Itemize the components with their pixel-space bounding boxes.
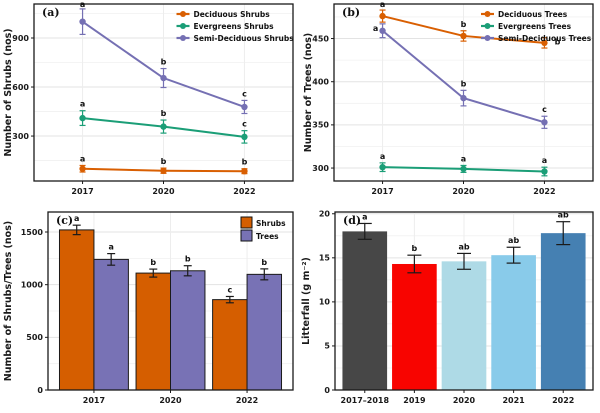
panel-d-chart: 0 5 10 15 20 2017–2018 2019 2020 2021 2022 Litterf…: [301, 210, 594, 405]
svg-text:Semi-Deciduous Trees: Semi-Deciduous Trees: [498, 34, 592, 43]
svg-text:Deciduous Shrubs: Deciduous Shrubs: [194, 10, 271, 19]
svg-text:0: 0: [37, 386, 43, 395]
svg-text:(d): (d): [343, 214, 361, 227]
svg-text:2017: 2017: [371, 187, 393, 196]
svg-text:c: c: [542, 105, 547, 114]
svg-text:2022: 2022: [533, 187, 555, 196]
svg-text:5: 5: [324, 342, 330, 351]
panel-b: 300 350 400 450 2017 2020 2022 Number of Trees …: [300, 0, 600, 207]
svg-text:a: a: [461, 154, 466, 163]
svg-text:Number of Trees (nos): Number of Trees (nos): [303, 33, 314, 152]
svg-text:c: c: [242, 120, 247, 129]
svg-text:2020: 2020: [159, 396, 182, 405]
svg-text:ab: ab: [508, 236, 519, 245]
svg-text:2020: 2020: [152, 187, 175, 196]
svg-text:b: b: [161, 58, 167, 67]
svg-text:Number of Shrubs (nos): Number of Shrubs (nos): [3, 28, 14, 156]
panel-a: 300 600 900 2017 2020 2022 Number of Shrubs (n…: [0, 0, 300, 207]
svg-text:Trees: Trees: [256, 232, 279, 241]
svg-text:300: 300: [12, 132, 29, 141]
svg-text:ab: ab: [458, 242, 469, 251]
svg-text:10: 10: [319, 298, 331, 307]
svg-text:b: b: [242, 158, 248, 167]
svg-text:2021: 2021: [502, 396, 525, 405]
svg-text:a: a: [362, 212, 367, 221]
svg-text:Deciduous Trees: Deciduous Trees: [498, 10, 568, 19]
svg-text:2017–2018: 2017–2018: [341, 396, 390, 405]
svg-text:0: 0: [324, 386, 330, 395]
svg-text:b: b: [261, 258, 267, 267]
svg-text:600: 600: [12, 83, 29, 92]
svg-text:Evergreens Trees: Evergreens Trees: [498, 22, 572, 31]
svg-text:b: b: [161, 157, 167, 166]
svg-text:a: a: [74, 214, 79, 223]
panel-c-chart: 0 500 1000 1500 2017 2020 2022 Number of Shrubs…: [3, 211, 294, 405]
svg-text:ab: ab: [558, 211, 569, 220]
svg-text:b: b: [555, 38, 561, 47]
svg-text:(a): (a): [42, 6, 60, 19]
svg-text:b: b: [461, 79, 467, 88]
svg-text:b: b: [412, 244, 418, 253]
panel-b-chart: 300 350 400 450 2017 2020 2022 Number of Trees …: [303, 0, 594, 196]
panel-a-chart: 300 600 900 2017 2020 2022 Number of Shrubs (n…: [3, 0, 295, 196]
svg-text:c: c: [227, 285, 232, 294]
svg-text:Litterfall (g m⁻²): Litterfall (g m⁻²): [301, 257, 312, 345]
svg-text:1000: 1000: [21, 280, 44, 289]
svg-text:b: b: [185, 255, 191, 264]
panel-c: 0 500 1000 1500 2017 2020 2022 Number of Shrubs…: [0, 207, 300, 413]
svg-text:(b): (b): [342, 6, 360, 19]
svg-text:350: 350: [312, 121, 329, 130]
svg-text:a: a: [380, 152, 385, 161]
svg-text:2017: 2017: [83, 396, 105, 405]
svg-text:2020: 2020: [452, 187, 475, 196]
svg-text:450: 450: [312, 34, 329, 43]
svg-text:15: 15: [319, 254, 331, 263]
svg-text:c: c: [242, 89, 247, 98]
svg-text:1500: 1500: [21, 228, 44, 237]
svg-text:2019: 2019: [403, 396, 426, 405]
svg-text:Semi-Deciduous Shrubs: Semi-Deciduous Shrubs: [194, 34, 295, 43]
svg-text:2022: 2022: [236, 396, 258, 405]
svg-text:b: b: [461, 20, 467, 29]
svg-text:a: a: [373, 24, 378, 33]
svg-text:a: a: [542, 156, 547, 165]
svg-text:Evergreens Shrubs: Evergreens Shrubs: [194, 22, 275, 31]
svg-text:2022: 2022: [552, 396, 574, 405]
svg-text:2017: 2017: [71, 187, 93, 196]
svg-text:900: 900: [12, 34, 29, 43]
svg-text:a: a: [108, 243, 113, 252]
svg-text:a: a: [380, 0, 385, 9]
svg-text:500: 500: [26, 333, 43, 342]
panel-d: 0 5 10 15 20 2017–2018 2019 2020 2021 2022 Litterf…: [300, 207, 600, 413]
svg-text:20: 20: [319, 210, 331, 219]
svg-text:(c): (c): [56, 214, 73, 227]
svg-text:300: 300: [312, 164, 329, 173]
svg-text:Shrubs: Shrubs: [256, 219, 286, 228]
svg-text:2020: 2020: [453, 396, 476, 405]
svg-text:2022: 2022: [233, 187, 255, 196]
svg-text:400: 400: [312, 78, 329, 87]
svg-text:Number of Shrubs/Trees (nos): Number of Shrubs/Trees (nos): [3, 221, 14, 381]
svg-text:b: b: [150, 258, 156, 267]
svg-text:a: a: [80, 154, 85, 163]
svg-text:b: b: [161, 109, 167, 118]
svg-text:a: a: [80, 0, 85, 9]
svg-text:a: a: [80, 100, 85, 109]
